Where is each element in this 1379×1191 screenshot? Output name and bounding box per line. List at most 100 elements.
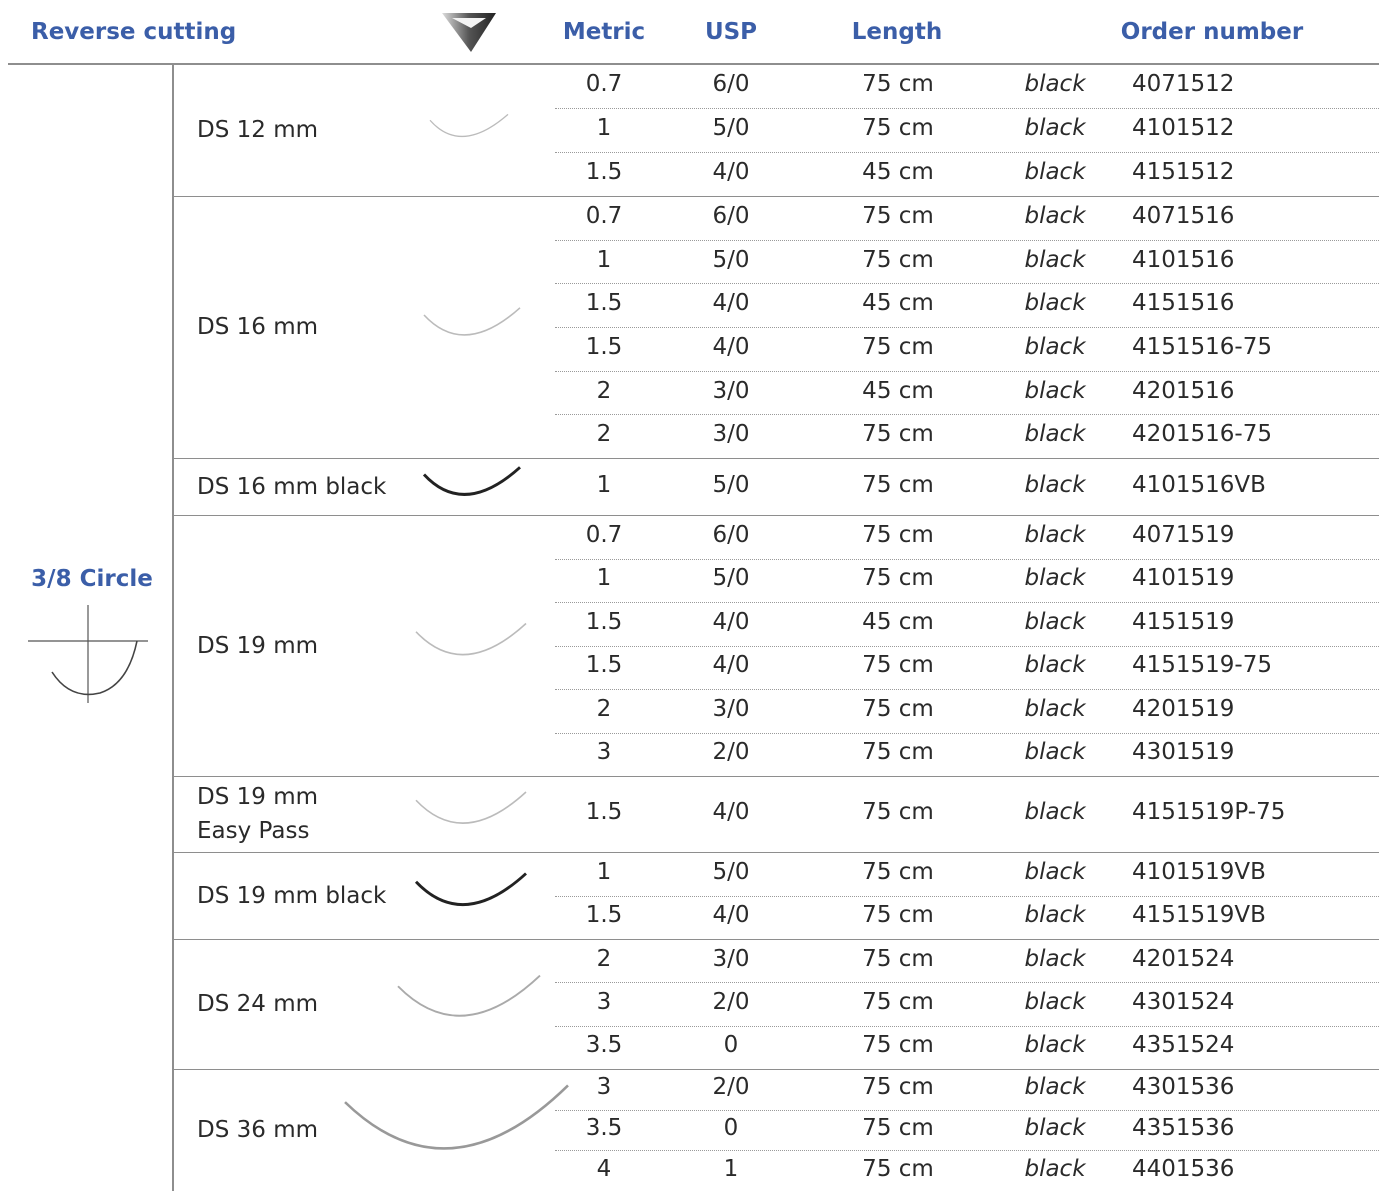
row-divider: [555, 689, 1379, 690]
cell: 6/0: [712, 70, 749, 98]
cell: 45 cm: [862, 377, 934, 405]
cell: 5/0: [712, 246, 749, 274]
cell: 4201516: [1132, 377, 1234, 405]
cell: 1: [597, 858, 612, 886]
cell: black: [1024, 798, 1085, 826]
group-divider: [173, 852, 1379, 853]
cell: 75 cm: [862, 564, 934, 592]
cell: 2/0: [712, 988, 749, 1016]
cell: 75 cm: [862, 114, 934, 142]
cell: 75 cm: [862, 1114, 934, 1142]
cell: 4/0: [712, 608, 749, 636]
cell: 1.5: [586, 608, 623, 636]
group-divider: [173, 196, 1379, 197]
cell: 4/0: [712, 333, 749, 361]
cell: 5/0: [712, 564, 749, 592]
cell: black: [1024, 651, 1085, 679]
row-divider: [555, 108, 1379, 109]
cell: 75 cm: [862, 945, 934, 973]
needle-name: DS 16 mm: [197, 310, 318, 344]
cell: black: [1024, 521, 1085, 549]
cell: 1.5: [586, 798, 623, 826]
cell: 0.7: [586, 521, 623, 549]
cell: 75 cm: [862, 738, 934, 766]
cell: 4201519: [1132, 695, 1234, 723]
cell: black: [1024, 608, 1085, 636]
cell: 5/0: [712, 114, 749, 142]
cell: 4101516VB: [1132, 471, 1266, 499]
cell: 45 cm: [862, 289, 934, 317]
cell: 4151519P-75: [1132, 798, 1285, 826]
group-divider: [173, 1069, 1379, 1070]
group-divider: [173, 515, 1379, 516]
cell: 4301524: [1132, 988, 1234, 1016]
cell: 4151516-75: [1132, 333, 1272, 361]
cell: 3.5: [586, 1031, 623, 1059]
cell: 1.5: [586, 289, 623, 317]
row-divider: [555, 559, 1379, 560]
cell: 2/0: [712, 738, 749, 766]
cell: 75 cm: [862, 70, 934, 98]
cell: 1.5: [586, 901, 623, 929]
cell: 75 cm: [862, 202, 934, 230]
needle-icon: [430, 114, 508, 136]
cell: 4101519VB: [1132, 858, 1266, 886]
group-divider: [173, 939, 1379, 940]
row-divider: [555, 602, 1379, 603]
needle-icon: [345, 1085, 568, 1148]
cell: 2: [597, 377, 612, 405]
cell: 75 cm: [862, 798, 934, 826]
needle-icon: [424, 467, 520, 494]
cell: 0: [724, 1114, 739, 1142]
cell: black: [1024, 901, 1085, 929]
cell: 1.5: [586, 651, 623, 679]
cell: 45 cm: [862, 608, 934, 636]
cell: 4/0: [712, 158, 749, 186]
cell: 2: [597, 420, 612, 448]
row-divider: [555, 327, 1379, 328]
cell: black: [1024, 420, 1085, 448]
cell: 75 cm: [862, 333, 934, 361]
cell: 75 cm: [862, 246, 934, 274]
cell: black: [1024, 1073, 1085, 1101]
cell: 4151519: [1132, 608, 1234, 636]
cell: 1: [597, 564, 612, 592]
cell: 4071512: [1132, 70, 1234, 98]
cell: 75 cm: [862, 858, 934, 886]
cell: 4301536: [1132, 1073, 1234, 1101]
row-divider: [555, 646, 1379, 647]
cell: 4101516: [1132, 246, 1234, 274]
cell: 0.7: [586, 202, 623, 230]
cell: black: [1024, 246, 1085, 274]
cell: black: [1024, 377, 1085, 405]
cell: black: [1024, 945, 1085, 973]
cell: 4: [597, 1155, 612, 1183]
needle-icon: [424, 308, 520, 335]
needle-name: DS 19 mm black: [197, 879, 386, 913]
cell: 4071519: [1132, 521, 1234, 549]
cell: 4101519: [1132, 564, 1234, 592]
row-divider: [555, 414, 1379, 415]
cell: black: [1024, 1155, 1085, 1183]
cell: 75 cm: [862, 901, 934, 929]
cell: 2: [597, 695, 612, 723]
needle-icon: [416, 624, 526, 655]
row-divider: [555, 152, 1379, 153]
needle-name: DS 12 mm: [197, 113, 318, 147]
cell: 3/0: [712, 377, 749, 405]
cell: 0: [724, 1031, 739, 1059]
cell: 1: [597, 114, 612, 142]
cell: black: [1024, 289, 1085, 317]
cell: 5/0: [712, 858, 749, 886]
cell: black: [1024, 858, 1085, 886]
row-divider: [555, 283, 1379, 284]
cell: black: [1024, 333, 1085, 361]
needle-name: DS 19 mm Easy Pass: [197, 780, 318, 848]
cell: 6/0: [712, 521, 749, 549]
cell: 75 cm: [862, 651, 934, 679]
row-divider: [555, 896, 1379, 897]
needle-icon: [398, 976, 540, 1016]
group-divider: [173, 776, 1379, 777]
cell: 75 cm: [862, 1073, 934, 1101]
needle-name: DS 16 mm black: [197, 470, 386, 504]
